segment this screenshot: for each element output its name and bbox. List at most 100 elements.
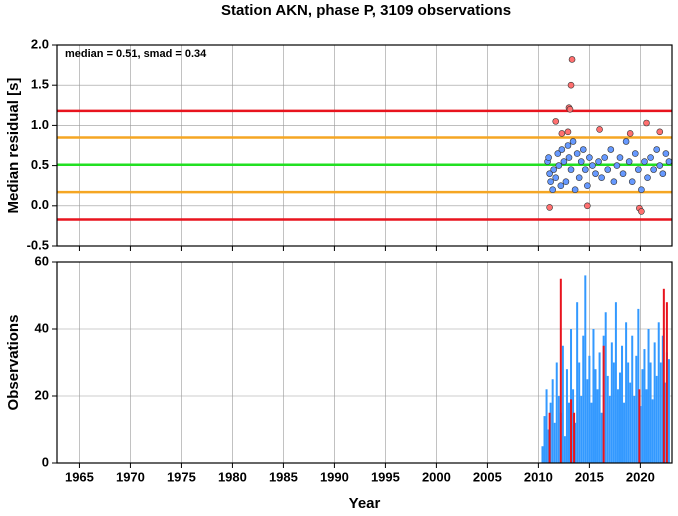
data-point bbox=[619, 170, 627, 177]
data-point bbox=[643, 119, 650, 127]
x-tick-label: 1965 bbox=[65, 469, 94, 484]
bar bbox=[663, 382, 666, 463]
bar bbox=[659, 362, 662, 463]
bar bbox=[651, 399, 654, 463]
data-point bbox=[545, 154, 552, 161]
bar bbox=[657, 322, 660, 463]
bar bbox=[592, 329, 595, 463]
data-point bbox=[546, 170, 553, 177]
y-tick-label: 1.5 bbox=[31, 77, 49, 92]
y-tick-label: 0.5 bbox=[31, 157, 49, 172]
x-tick-label: 1995 bbox=[371, 469, 400, 484]
data-point bbox=[628, 178, 636, 185]
bar bbox=[647, 329, 650, 463]
y-axis-label: Median residual [s] bbox=[5, 78, 22, 214]
bar bbox=[612, 362, 615, 463]
bar bbox=[606, 375, 609, 463]
bar bbox=[543, 416, 546, 463]
data-point bbox=[560, 158, 568, 165]
data-point bbox=[638, 186, 645, 194]
bar bbox=[600, 412, 603, 463]
data-point bbox=[555, 162, 563, 169]
bar bbox=[545, 389, 548, 463]
bar bbox=[598, 352, 601, 463]
data-point bbox=[579, 146, 587, 153]
bar bbox=[645, 389, 648, 463]
data-point bbox=[566, 106, 574, 113]
x-tick-label: 1980 bbox=[218, 469, 247, 484]
bar bbox=[570, 399, 573, 463]
data-point bbox=[662, 150, 670, 157]
data-point bbox=[610, 178, 618, 185]
bar bbox=[553, 422, 556, 463]
bar bbox=[570, 329, 573, 463]
bar bbox=[627, 362, 630, 463]
bar bbox=[610, 342, 613, 463]
data-point bbox=[569, 138, 577, 145]
bar bbox=[662, 288, 665, 463]
data-point bbox=[653, 146, 661, 153]
data-point bbox=[568, 56, 576, 63]
bar bbox=[638, 389, 641, 463]
x-tick-label: 2020 bbox=[626, 469, 655, 484]
bar bbox=[574, 422, 577, 463]
data-point bbox=[565, 154, 573, 161]
bar bbox=[625, 322, 628, 463]
data-point bbox=[650, 166, 657, 173]
x-tick-label: 2005 bbox=[473, 469, 502, 484]
data-point bbox=[557, 182, 565, 189]
data-point bbox=[586, 154, 593, 161]
data-point bbox=[665, 158, 673, 165]
x-tick-label: 2000 bbox=[422, 469, 451, 484]
bar bbox=[576, 302, 579, 463]
data-point bbox=[631, 150, 639, 157]
x-tick-label: 1970 bbox=[116, 469, 145, 484]
data-point bbox=[644, 174, 651, 181]
x-tick-label: 1985 bbox=[269, 469, 298, 484]
data-point bbox=[607, 146, 615, 153]
data-point bbox=[584, 202, 591, 210]
bar bbox=[667, 359, 670, 463]
bar bbox=[665, 302, 668, 463]
bar bbox=[655, 375, 658, 463]
bar bbox=[588, 355, 591, 463]
data-point bbox=[550, 166, 557, 173]
data-point bbox=[564, 128, 572, 136]
data-point bbox=[595, 158, 602, 165]
data-point bbox=[567, 166, 575, 173]
bar bbox=[586, 379, 589, 463]
data-point bbox=[604, 166, 612, 173]
bar bbox=[559, 278, 562, 463]
data-point bbox=[598, 174, 605, 181]
bar bbox=[594, 369, 597, 463]
x-tick-label: 1990 bbox=[320, 469, 349, 484]
plot-frame bbox=[56, 44, 673, 247]
bar bbox=[643, 349, 646, 463]
y-tick-label: -0.5 bbox=[27, 237, 49, 252]
bar bbox=[637, 308, 640, 463]
bar bbox=[580, 396, 583, 463]
data-point bbox=[613, 162, 621, 169]
bar bbox=[641, 369, 644, 463]
data-point bbox=[641, 158, 648, 165]
data-point bbox=[616, 154, 624, 161]
x-axis-label: Year bbox=[349, 495, 381, 511]
bar bbox=[608, 396, 611, 463]
bar bbox=[629, 382, 632, 463]
bar bbox=[572, 389, 575, 463]
bar bbox=[567, 402, 570, 463]
bar bbox=[639, 406, 642, 463]
data-point bbox=[635, 166, 642, 173]
bar bbox=[563, 436, 566, 463]
data-point bbox=[626, 130, 634, 137]
data-point bbox=[656, 162, 664, 169]
data-point bbox=[589, 162, 596, 169]
data-point bbox=[564, 142, 572, 149]
bar bbox=[551, 379, 554, 463]
chart-title: Station AKN, phase P, 3109 observations bbox=[221, 2, 511, 19]
data-point bbox=[554, 150, 562, 157]
data-point bbox=[659, 170, 667, 177]
bar bbox=[596, 389, 599, 463]
bar bbox=[547, 429, 550, 463]
data-point bbox=[575, 174, 583, 181]
